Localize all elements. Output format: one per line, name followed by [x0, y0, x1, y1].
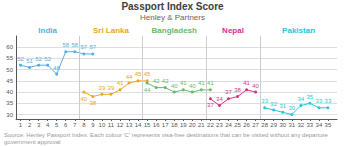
svg-text:40: 40 — [171, 83, 178, 89]
svg-text:9: 9 — [91, 122, 95, 128]
svg-text:58: 58 — [62, 42, 69, 48]
svg-text:17: 17 — [162, 122, 169, 128]
svg-text:18: 18 — [171, 122, 178, 128]
svg-text:40: 40 — [189, 83, 196, 89]
svg-text:34: 34 — [297, 96, 304, 102]
svg-text:5: 5 — [55, 122, 59, 128]
svg-text:29: 29 — [270, 122, 277, 128]
svg-text:30: 30 — [6, 112, 13, 118]
svg-text:52: 52 — [17, 56, 24, 62]
svg-text:60: 60 — [6, 44, 13, 50]
svg-text:34: 34 — [316, 122, 323, 128]
svg-text:40: 40 — [80, 96, 87, 102]
svg-text:45: 45 — [144, 71, 151, 77]
svg-text:44: 44 — [126, 74, 133, 80]
svg-text:Pakistan: Pakistan — [282, 26, 315, 35]
svg-text:41: 41 — [243, 80, 250, 86]
svg-text:3: 3 — [37, 122, 41, 128]
svg-text:16: 16 — [153, 122, 160, 128]
svg-text:Henley & Partners: Henley & Partners — [140, 13, 205, 22]
svg-text:2: 2 — [28, 122, 32, 128]
svg-text:58: 58 — [71, 42, 78, 48]
svg-text:23: 23 — [216, 122, 223, 128]
svg-text:41: 41 — [198, 80, 205, 86]
svg-text:6: 6 — [64, 122, 68, 128]
svg-text:39: 39 — [99, 85, 106, 91]
svg-text:57: 57 — [80, 44, 87, 50]
svg-text:Nepal: Nepal — [222, 26, 244, 35]
svg-text:52: 52 — [35, 56, 42, 62]
svg-text:38: 38 — [234, 87, 241, 93]
svg-text:40: 40 — [6, 89, 13, 95]
svg-text:21: 21 — [198, 122, 205, 128]
svg-text:34: 34 — [216, 96, 223, 102]
svg-text:45: 45 — [6, 78, 13, 84]
svg-text:50: 50 — [6, 67, 13, 73]
svg-text:55: 55 — [6, 55, 13, 61]
svg-text:12: 12 — [117, 122, 124, 128]
svg-text:27: 27 — [252, 122, 259, 128]
svg-text:38: 38 — [90, 100, 97, 106]
svg-text:19: 19 — [180, 122, 187, 128]
svg-text:33: 33 — [307, 122, 314, 128]
svg-text:Sri Lanka: Sri Lanka — [93, 26, 130, 35]
svg-text:11: 11 — [108, 122, 115, 128]
svg-text:57: 57 — [90, 44, 97, 50]
svg-text:31: 31 — [288, 122, 295, 128]
svg-text:35: 35 — [307, 94, 314, 100]
svg-text:28: 28 — [261, 122, 268, 128]
svg-text:42: 42 — [153, 78, 160, 84]
svg-text:15: 15 — [144, 122, 151, 128]
svg-text:37: 37 — [207, 102, 214, 108]
svg-text:41: 41 — [117, 80, 124, 86]
svg-text:13: 13 — [126, 122, 133, 128]
svg-text:Source: Henley Passport Index.: Source: Henley Passport Index. Each colo… — [4, 132, 329, 138]
svg-text:41: 41 — [207, 80, 214, 86]
svg-text:33: 33 — [325, 98, 332, 104]
svg-text:8: 8 — [82, 122, 86, 128]
svg-text:20: 20 — [189, 122, 196, 128]
svg-text:33: 33 — [316, 98, 323, 104]
svg-text:41: 41 — [180, 80, 187, 86]
svg-text:Bangladesh: Bangladesh — [152, 26, 197, 35]
svg-text:35: 35 — [325, 122, 332, 128]
svg-text:35: 35 — [6, 100, 13, 106]
svg-text:30: 30 — [279, 122, 286, 128]
svg-text:32: 32 — [270, 101, 277, 107]
svg-text:30: 30 — [288, 105, 295, 111]
svg-text:Passport Index Score: Passport Index Score — [121, 1, 224, 12]
svg-text:31: 31 — [279, 103, 286, 109]
svg-text:10: 10 — [99, 122, 106, 128]
svg-text:48: 48 — [53, 65, 60, 71]
svg-text:45: 45 — [135, 71, 142, 77]
svg-text:51: 51 — [26, 58, 33, 64]
svg-text:33: 33 — [261, 98, 268, 104]
svg-text:4: 4 — [46, 122, 50, 128]
svg-text:14: 14 — [135, 122, 142, 128]
svg-text:India: India — [38, 26, 57, 35]
svg-text:40: 40 — [252, 83, 259, 89]
svg-text:37: 37 — [225, 89, 232, 95]
svg-text:32: 32 — [297, 122, 304, 128]
svg-text:1: 1 — [19, 122, 23, 128]
svg-text:39: 39 — [108, 85, 115, 91]
svg-text:25: 25 — [234, 122, 241, 128]
svg-text:7: 7 — [73, 122, 77, 128]
svg-text:42: 42 — [162, 78, 169, 84]
svg-text:24: 24 — [225, 122, 232, 128]
svg-text:government approval: government approval — [4, 139, 60, 145]
svg-text:22: 22 — [207, 122, 214, 128]
svg-text:26: 26 — [243, 122, 250, 128]
svg-text:52: 52 — [44, 56, 51, 62]
svg-text:44: 44 — [144, 87, 151, 93]
